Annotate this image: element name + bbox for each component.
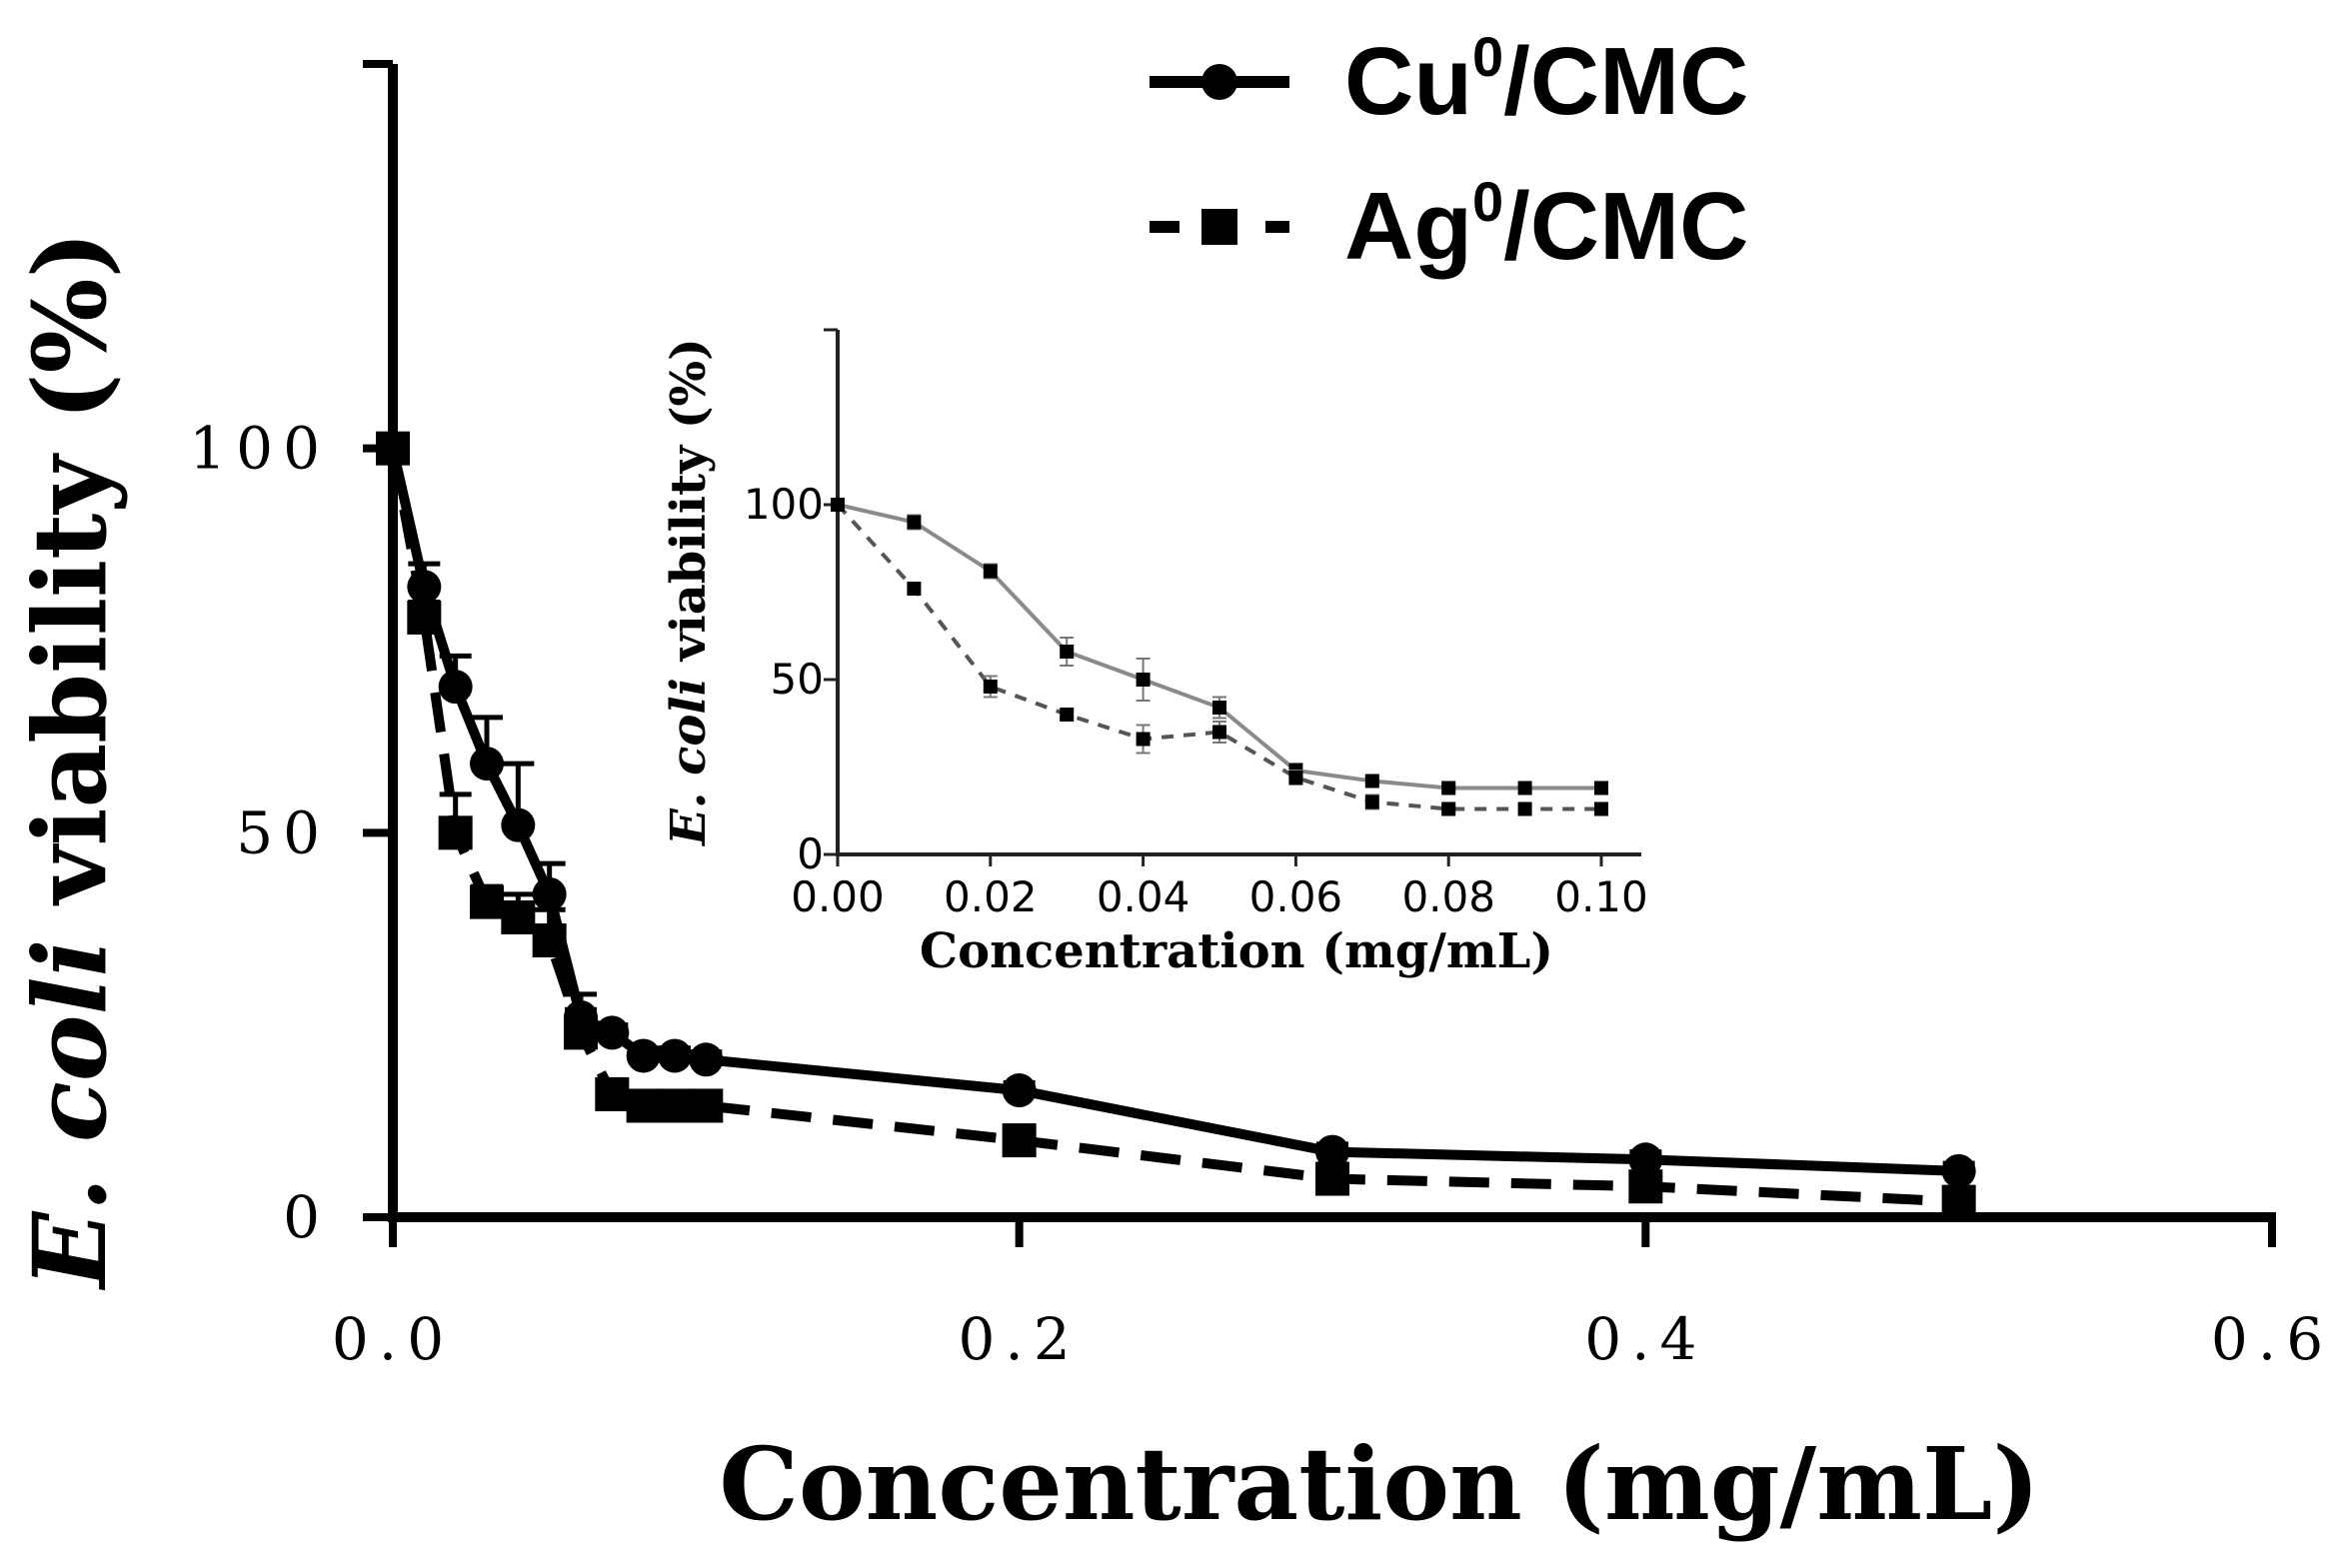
inset-x-tick-label: 0.00	[791, 872, 885, 921]
legend-marker	[1201, 64, 1237, 100]
inset-data-point	[1517, 801, 1532, 816]
inset-data-point	[831, 498, 845, 512]
legend-label-sup: 0	[1472, 25, 1503, 88]
x-tick-label: 0.2	[959, 1305, 1081, 1373]
main-plot: 0 50 100 0.0 0.2 0.4 0.6 Concentration (mg/mL) E…	[11, 25, 2333, 1543]
y-axis-title-rest: viability (%)	[11, 231, 129, 938]
data-point	[1941, 1153, 1976, 1188]
inset-data-point	[1441, 801, 1456, 816]
inset-x-tick-label: 0.02	[944, 872, 1038, 921]
inset-data-point	[1136, 732, 1151, 747]
inset-data-point	[1364, 794, 1379, 809]
data-point	[532, 876, 567, 911]
inset-data-point	[1441, 781, 1456, 795]
inset-y-axis-title-rest: viability (%)	[661, 338, 717, 678]
inset-data-point	[907, 515, 922, 530]
x-tick-label: 0.6	[2211, 1305, 2333, 1373]
inset-data-point	[1212, 701, 1226, 715]
inset-data-point	[907, 582, 922, 596]
inset-x-tick-label: 0.08	[1401, 872, 1495, 921]
inset-data-point	[1060, 708, 1075, 722]
data-point	[1941, 1184, 1976, 1219]
data-point	[658, 1088, 692, 1123]
data-point	[595, 1076, 630, 1111]
inset-data-point	[1212, 725, 1226, 740]
legend-label-base: Cu	[1344, 28, 1472, 135]
y-tick-label: 0	[283, 1183, 330, 1251]
data-point	[626, 1038, 661, 1073]
data-point	[376, 431, 410, 466]
inset-series-line	[836, 503, 1601, 811]
data-point	[438, 670, 473, 705]
inset-y-axis-title-italic: E. coli	[661, 678, 717, 847]
y-tick-label: 100	[189, 415, 330, 483]
inset-y-tick-label: 100	[744, 480, 824, 529]
x-tick-label: 0.0	[332, 1305, 454, 1373]
inset-y-axis-title: E. coli viability (%)	[661, 338, 717, 847]
y-tick-label: 50	[236, 798, 330, 866]
data-point	[470, 747, 504, 782]
y-axis-title-italic: E. coli	[11, 938, 129, 1290]
data-point	[501, 807, 536, 842]
data-point	[1315, 1134, 1349, 1169]
inset-series-ag	[831, 498, 1608, 816]
inset-series-line	[837, 503, 1601, 790]
inset-x-axis-title: Concentration (mg/mL)	[920, 923, 1553, 979]
data-point	[658, 1038, 692, 1073]
inset-series-cu	[831, 498, 1608, 795]
data-point	[470, 884, 504, 919]
legend-label-base: Ag	[1344, 173, 1472, 280]
series-line	[388, 447, 1959, 1176]
data-point	[689, 1042, 724, 1077]
legend-label: Cu0/CMC	[1344, 25, 1748, 135]
inset-data-point	[1517, 781, 1532, 795]
data-point	[1002, 1073, 1037, 1108]
series-cu	[376, 431, 1976, 1188]
legend-label-suffix: /CMC	[1503, 173, 1748, 280]
data-point	[438, 815, 473, 850]
inset-data-point	[983, 680, 998, 694]
data-point	[689, 1088, 724, 1123]
inset-data-point	[1136, 673, 1151, 687]
inset-plot: 0 50 100 0.00 0.02 0.04 0.06 0.08 0.10Concentrat…	[661, 328, 1648, 979]
legend-marker	[1201, 209, 1237, 245]
data-point	[407, 600, 442, 635]
data-point	[1628, 1169, 1663, 1204]
legend-label-suffix: /CMC	[1503, 28, 1748, 135]
data-point	[532, 923, 567, 958]
inset-data-point	[1060, 645, 1075, 659]
inset-data-point	[1594, 801, 1608, 816]
data-point	[1628, 1142, 1663, 1177]
legend-label: Ag0/CMC	[1344, 170, 1748, 280]
legend-label-sup: 0	[1472, 170, 1503, 233]
inset-x-tick-label: 0.06	[1249, 872, 1343, 921]
data-point	[1002, 1123, 1037, 1158]
inset-data-point	[1594, 781, 1608, 795]
x-axis-title: Concentration (mg/mL)	[719, 1425, 2039, 1543]
inset-x-tick-label: 0.04	[1097, 872, 1190, 921]
inset-data-point	[983, 564, 998, 579]
data-point	[501, 899, 536, 934]
data-point	[595, 1015, 630, 1050]
inset-data-point	[1364, 774, 1379, 788]
inset-data-point	[1288, 771, 1303, 784]
data-point	[564, 1015, 598, 1050]
inset-y-tick-label: 0	[797, 829, 824, 878]
x-tick-label: 0.4	[1584, 1305, 1706, 1373]
data-point	[626, 1088, 661, 1123]
inset-y-tick-label: 50	[771, 655, 824, 704]
data-point	[1315, 1161, 1349, 1196]
inset-x-tick-label: 0.10	[1554, 872, 1648, 921]
y-axis-title: E. coli viability (%)	[11, 231, 129, 1291]
series-ag	[376, 431, 1976, 1219]
